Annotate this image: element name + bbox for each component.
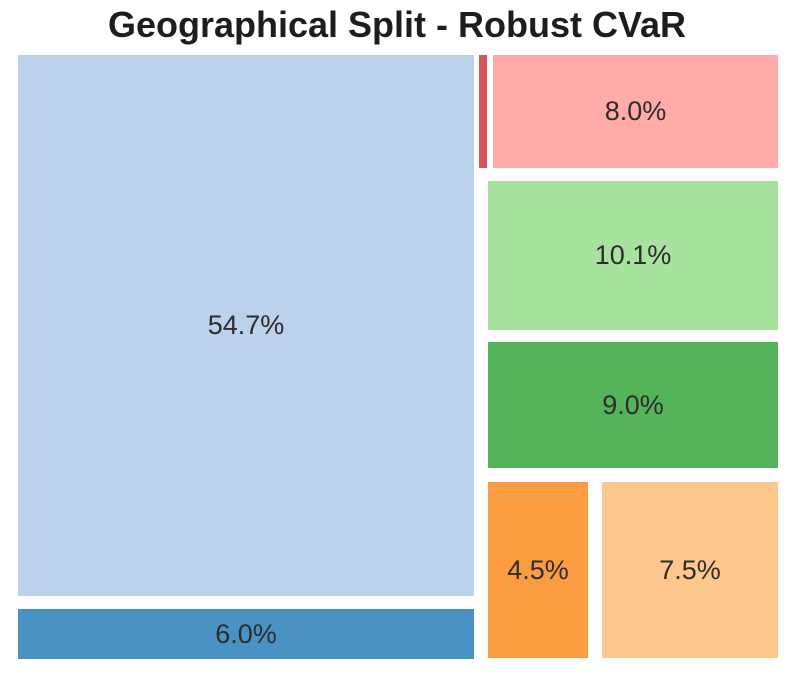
- treemap-tile: [479, 55, 487, 168]
- treemap-tile: 10.1%: [488, 181, 778, 330]
- tile-label: 4.5%: [507, 554, 569, 585]
- treemap-tile: 54.7%: [18, 55, 474, 596]
- chart-title: Geographical Split - Robust CVaR: [107, 4, 687, 45]
- tile-label: 9.0%: [602, 389, 664, 420]
- tile-label: 10.1%: [594, 240, 672, 270]
- tile-label: 7.5%: [659, 554, 721, 585]
- treemap-tile: 8.0%: [493, 55, 778, 168]
- tile-label: 6.0%: [215, 618, 277, 649]
- tile-label: 54.7%: [207, 310, 285, 340]
- treemap-tile: 4.5%: [488, 482, 588, 658]
- treemap-tile: 7.5%: [602, 482, 778, 658]
- treemap-tile: 6.0%: [18, 609, 474, 659]
- tile-label: 8.0%: [604, 96, 667, 126]
- treemap-tile: 9.0%: [488, 342, 778, 468]
